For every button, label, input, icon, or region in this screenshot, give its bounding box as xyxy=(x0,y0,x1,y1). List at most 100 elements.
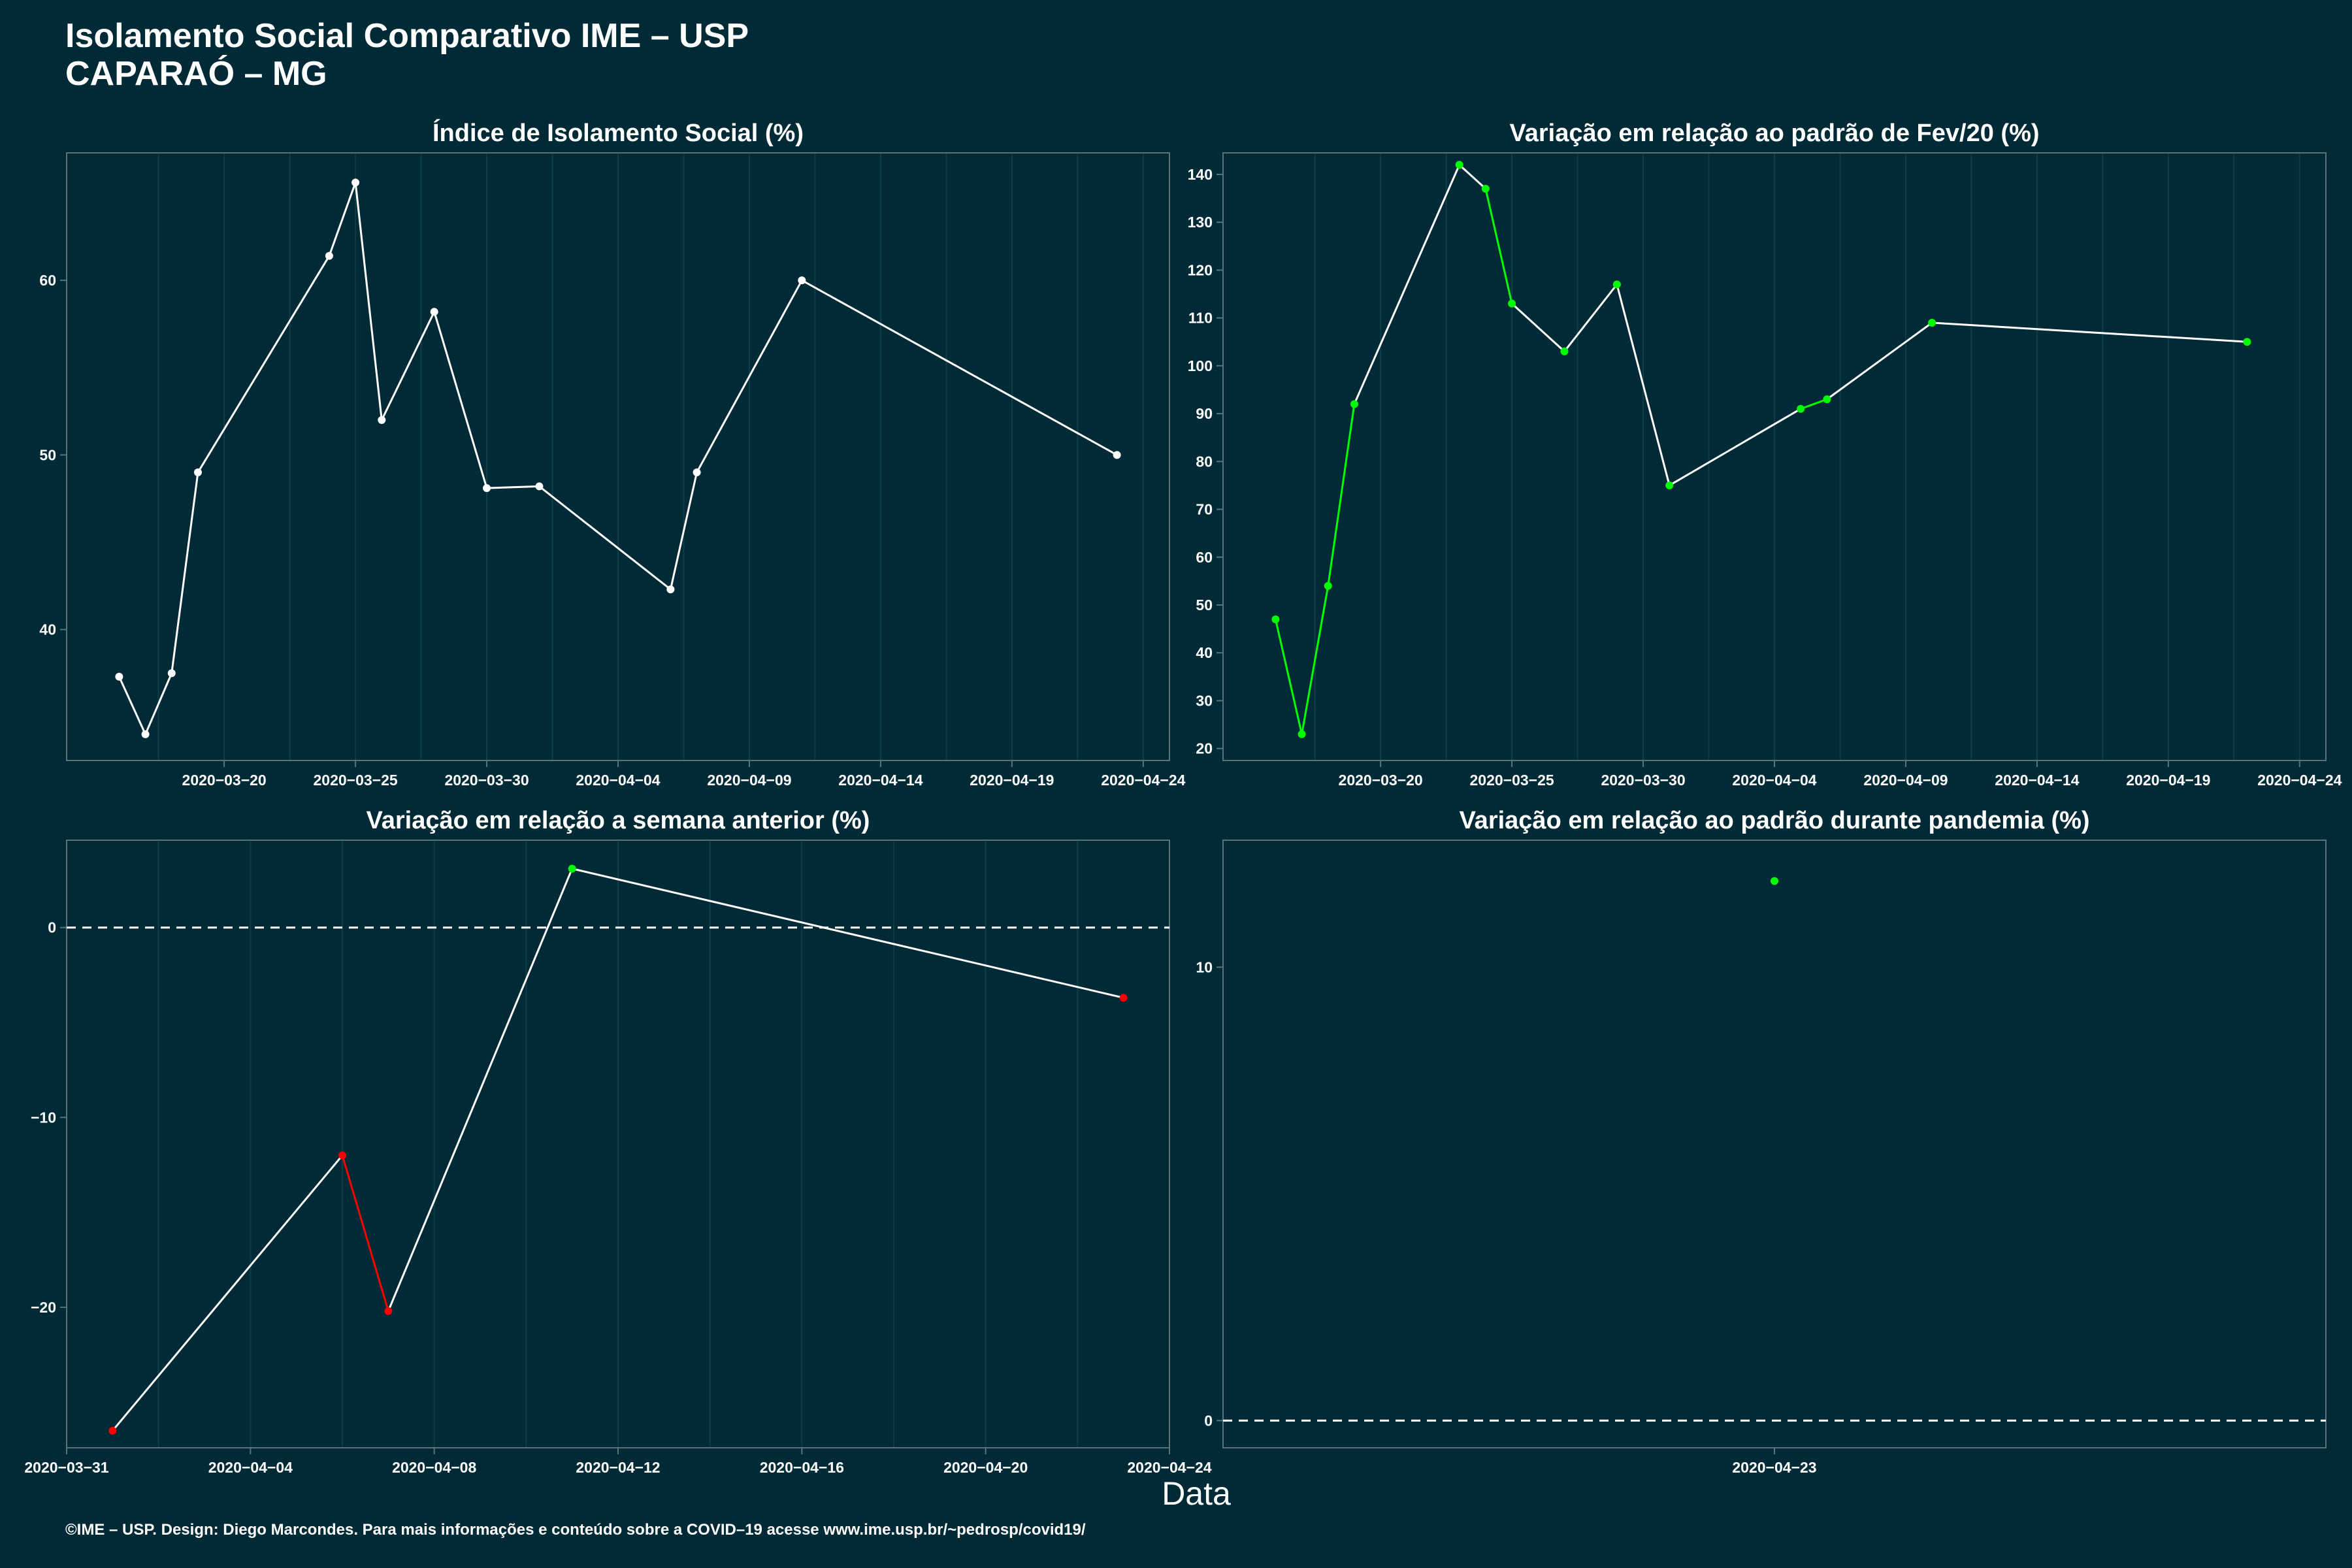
series-line-segment xyxy=(144,672,173,735)
y-tick-label: 80 xyxy=(1196,453,1213,470)
chart-panel-1: Índice de Isolamento Social (%) 40 50 60 202… xyxy=(39,118,1185,789)
data-point xyxy=(1324,581,1332,590)
y-tick-label: 110 xyxy=(1188,310,1213,327)
data-point xyxy=(1560,347,1569,355)
y-tick-label: 50 xyxy=(1196,596,1213,613)
y-tick-label: −10 xyxy=(31,1109,56,1126)
data-point xyxy=(115,672,123,681)
series-line-segment xyxy=(1800,398,1827,410)
panel-title: Variação em relação ao padrão durante pa… xyxy=(1459,807,2089,834)
panel-border xyxy=(1222,840,2327,1448)
series-line-segment xyxy=(1274,619,1303,735)
data-point xyxy=(384,1307,393,1315)
y-tick-label: 40 xyxy=(39,621,56,638)
series-line-segment xyxy=(696,280,803,473)
series-line-segment xyxy=(1301,585,1330,734)
y-tick-label: 0 xyxy=(48,919,56,936)
x-tick-label: 2020−03−25 xyxy=(1469,772,1554,789)
x-axis-title: Data xyxy=(1162,1475,1231,1512)
x-tick-label: 2020−04−04 xyxy=(1732,772,1816,789)
data-point xyxy=(666,585,675,594)
series-line-segment xyxy=(1511,302,1565,353)
data-point xyxy=(1113,451,1121,459)
x-tick-label: 2020−04−23 xyxy=(1732,1459,1816,1476)
series-line-segment xyxy=(197,255,331,473)
series-line-segment xyxy=(118,676,146,735)
series-line-segment xyxy=(328,182,357,257)
x-tick-label: 2020−03−20 xyxy=(182,772,267,789)
x-tick-label: 2020−04−20 xyxy=(943,1459,1028,1476)
y-tick-label: 50 xyxy=(39,446,56,463)
x-tick-label: 2020−03−30 xyxy=(1601,772,1685,789)
data-point xyxy=(1298,730,1306,738)
x-tick-label: 2020−04−16 xyxy=(760,1459,844,1476)
y-tick-label: 40 xyxy=(1196,644,1213,661)
series-line-segment xyxy=(171,472,199,674)
y-tick-label: 100 xyxy=(1188,357,1213,374)
series-line-segment xyxy=(1353,164,1461,405)
x-tick-label: 2020−04−24 xyxy=(2257,772,2342,789)
x-tick-label: 2020−04−04 xyxy=(208,1459,293,1476)
x-tick-label: 2020−04−09 xyxy=(707,772,791,789)
data-point xyxy=(108,1426,117,1435)
series-line-segment xyxy=(380,311,436,421)
data-point xyxy=(693,468,701,477)
y-tick-label: 120 xyxy=(1188,261,1213,278)
series-line-segment xyxy=(112,1154,344,1431)
chart-title: Isolamento Social Comparativo IME – USP xyxy=(65,17,749,55)
chart-subtitle: CAPARAÓ – MG xyxy=(65,55,327,93)
data-point xyxy=(1271,615,1280,623)
y-tick-label: 90 xyxy=(1196,405,1213,422)
series-line-segment xyxy=(1616,284,1671,486)
series-line-segment xyxy=(1327,404,1356,586)
series-line-segment xyxy=(669,472,698,590)
data-point xyxy=(798,276,806,285)
series-line-segment xyxy=(387,868,574,1312)
data-point xyxy=(1823,395,1831,404)
data-point xyxy=(568,864,576,873)
data-point xyxy=(1797,404,1805,413)
series-line-segment xyxy=(572,868,1124,999)
y-tick-label: 70 xyxy=(1196,501,1213,518)
y-tick-label: 0 xyxy=(1204,1412,1213,1429)
x-tick-label: 2020−03−25 xyxy=(313,772,397,789)
data-point xyxy=(1508,299,1516,308)
x-tick-label: 2020−03−30 xyxy=(444,772,529,789)
chart-panel-2: Variação em relação ao padrão de Fev/20 … xyxy=(1188,120,2342,789)
y-tick-label: 20 xyxy=(1196,740,1213,757)
x-tick-label: 2020−04−12 xyxy=(576,1459,660,1476)
data-point xyxy=(535,482,544,491)
data-point xyxy=(378,416,386,424)
y-tick-label: 60 xyxy=(39,272,56,289)
data-point xyxy=(1455,161,1463,169)
chart-panel-4: Variação em relação ao padrão durante pa… xyxy=(1196,807,2327,1476)
x-tick-label: 2020−03−31 xyxy=(24,1459,108,1476)
x-tick-label: 2020−04−08 xyxy=(392,1459,476,1476)
x-tick-label: 2020−04−19 xyxy=(2126,772,2210,789)
x-tick-label: 2020−03−20 xyxy=(1339,772,1423,789)
series-line-segment xyxy=(341,1155,389,1312)
y-tick-label: 130 xyxy=(1188,214,1213,231)
series-line-segment xyxy=(1484,188,1513,304)
series-line-segment xyxy=(354,182,383,421)
series-line-segment xyxy=(1458,164,1486,190)
data-point xyxy=(325,252,333,260)
data-point xyxy=(1350,400,1358,408)
series-line-segment xyxy=(801,279,1118,456)
x-tick-label: 2020−04−14 xyxy=(1995,772,2079,789)
data-point xyxy=(141,730,150,738)
data-point xyxy=(2243,338,2251,346)
series-line-segment xyxy=(1932,321,2247,343)
x-tick-label: 2020−04−24 xyxy=(1127,1459,1211,1476)
data-point xyxy=(1612,280,1621,289)
data-point xyxy=(1771,877,1778,885)
x-tick-label: 2020−04−14 xyxy=(838,772,923,789)
data-point xyxy=(167,669,176,678)
series-line-segment xyxy=(1826,321,1933,400)
y-tick-label: 140 xyxy=(1188,166,1213,183)
y-tick-label: 10 xyxy=(1196,958,1213,975)
data-point xyxy=(1665,481,1674,489)
data-point xyxy=(1119,994,1128,1002)
data-point xyxy=(338,1151,346,1160)
series-line-segment xyxy=(538,485,672,591)
